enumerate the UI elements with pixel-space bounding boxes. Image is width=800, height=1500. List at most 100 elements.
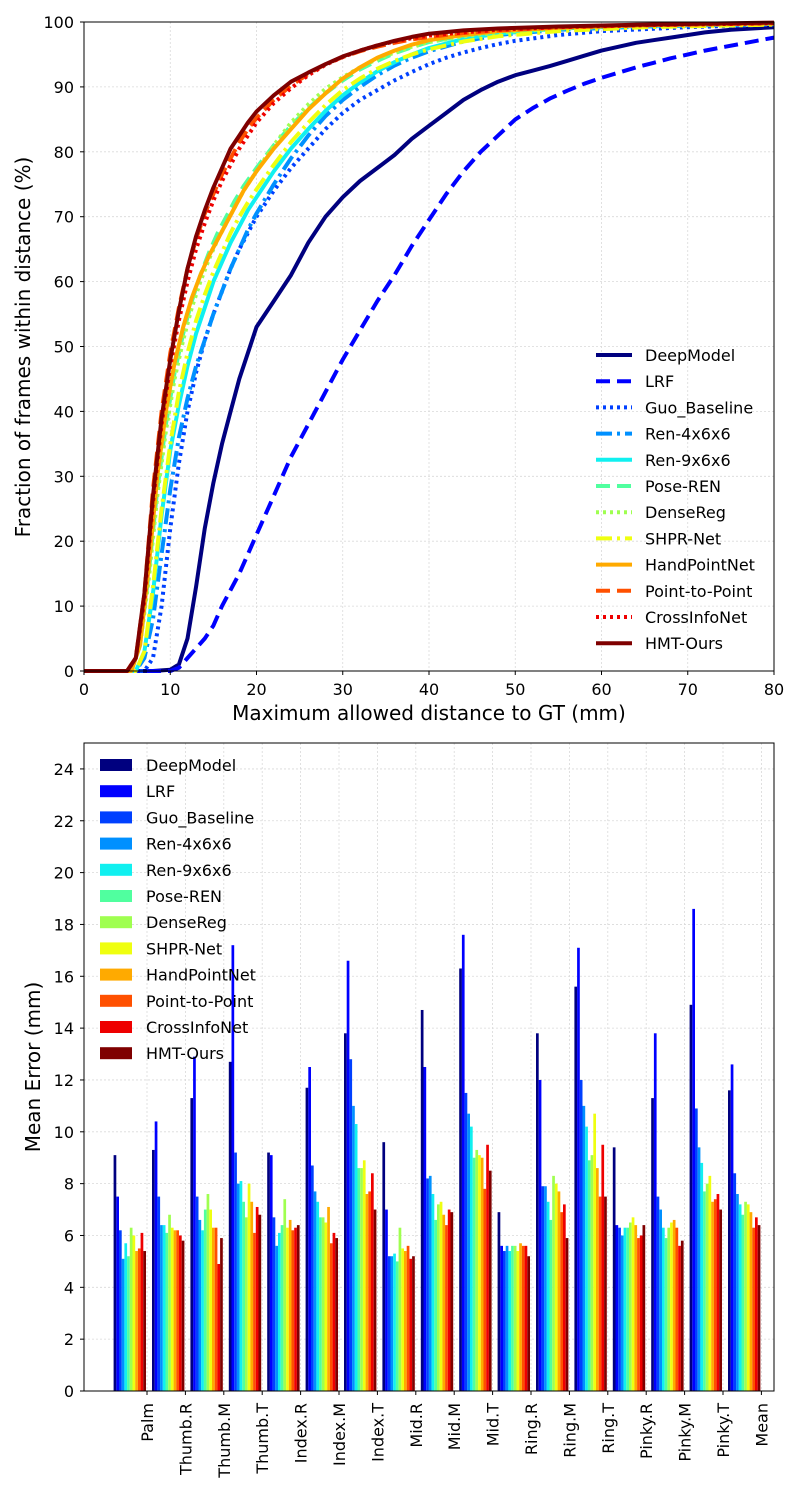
bar-pose-ren-thumb-m [203, 1209, 207, 1391]
bar-shpr-net-thumb-m [209, 1209, 212, 1391]
bar-densereg-mid-r [398, 1227, 402, 1391]
bar-pose-ren-thumb-r [165, 1232, 169, 1391]
bottom-x-tick-label: Thumb.T [253, 1403, 272, 1475]
bar-deepmodel-thumb-m [190, 1098, 194, 1391]
bar-pose-ren-mid-m [434, 1219, 437, 1391]
bottom-y-tick-label: 6 [64, 1226, 74, 1245]
bar-point-to-point-thumb-t [253, 1232, 256, 1391]
top-y-tick-label: 90 [54, 78, 74, 97]
bottom-legend: DeepModel LRF Guo_Baseline Ren-4x6x6 Ren-9x6… [100, 756, 256, 1063]
legend-label-crossinfonet: CrossInfoNet [645, 608, 747, 627]
top-y-tick-label: 80 [54, 143, 74, 162]
bottom-x-tick-label: Ring.R [522, 1403, 541, 1455]
bar-hmt-ours-thumb-r [181, 1240, 185, 1391]
top-x-tick-label: 80 [764, 680, 784, 699]
top-y-tick-label: 50 [54, 338, 74, 357]
bar-lrf-thumb-m [193, 1056, 196, 1391]
legend-label-ren-4x6x6: Ren-4x6x6 [645, 425, 731, 444]
bar-densereg-ring-m [552, 1175, 555, 1391]
bar-handpointnet-index-m [327, 1206, 330, 1391]
bar-densereg-thumb-t [245, 1217, 248, 1391]
bar-handpointnet-mean [749, 1212, 753, 1391]
bar-shpr-net-pinky-t [708, 1175, 712, 1391]
bottom-x-tick-label: Mean [752, 1403, 771, 1447]
bar-densereg-thumb-m [206, 1194, 210, 1391]
bar-shpr-net-index-m [324, 1222, 328, 1391]
bar-ren-4x6x6-ring-t [582, 1105, 586, 1391]
bar-lrf-thumb-r [154, 1121, 158, 1391]
bar-handpointnet-palm [135, 1251, 138, 1391]
top-x-tick-label: 60 [591, 680, 611, 699]
bar-point-to-point-ring-r [521, 1245, 525, 1391]
bar-ren-4x6x6-index-t [352, 1105, 355, 1391]
bottom-x-tick-label: Index.T [368, 1403, 387, 1462]
bar-point-to-point-index-t [368, 1191, 371, 1391]
bottom-y-tick-label: 10 [54, 1123, 74, 1142]
bar-ren-9x6x6-ring-t [585, 1126, 588, 1391]
bar-densereg-ring-r [513, 1245, 517, 1391]
bottom-x-ticks: Palm Thumb.R Thumb.M Thumb.T Index.R Index.M I… [138, 1391, 771, 1479]
bar-pose-ren-thumb-t [242, 1201, 245, 1391]
legend-label-pose-ren: Pose-REN [645, 477, 721, 496]
top-x-tick-label: 40 [419, 680, 439, 699]
bar-guo-baseline-ring-m [541, 1186, 545, 1391]
top-y-tick-label: 30 [54, 467, 74, 486]
bar-ren-9x6x6-ring-r [508, 1251, 512, 1391]
cumulative-error-chart: 0 10 20 30 40 50 60 70 80 0 10 20 30 40 50 60 70 80 90 100… [11, 13, 784, 725]
bar-deepmodel-thumb-r [152, 1149, 155, 1391]
bar-lrf-pinky-r [615, 1225, 619, 1391]
bar-crossinfonet-thumb-t [255, 1206, 259, 1391]
legend-swatch-guo-baseline [100, 811, 132, 824]
bar-deepmodel-ring-r [497, 1212, 501, 1391]
legend-label-handpointnet: HandPointNet [146, 966, 256, 985]
bar-ren-4x6x6-ring-r [505, 1245, 509, 1391]
bar-ren-9x6x6-index-t [354, 1124, 358, 1391]
bar-hmt-ours-pinky-t [719, 1209, 722, 1391]
top-y-ticks: 0 10 20 30 40 50 60 70 80 90 100 [43, 13, 84, 681]
legend-label-ren-4x6x6: Ren-4x6x6 [146, 835, 232, 854]
bar-shpr-net-mid-m [439, 1201, 443, 1391]
bar-pose-ren-ring-r [511, 1245, 514, 1391]
series-line-lrf [84, 35, 775, 673]
bar-lrf-pinky-m [653, 1033, 657, 1391]
legend-swatch-point-to-point [100, 994, 132, 1007]
bar-deepmodel-mid-t [459, 968, 462, 1391]
legend-swatch-pose-ren [100, 890, 132, 902]
bar-crossinfonet-pinky-m [678, 1245, 681, 1391]
bar-hmt-ours-ring-m [565, 1238, 569, 1391]
bar-shpr-net-index-r [286, 1227, 289, 1391]
bar-ren-4x6x6-index-m [313, 1191, 317, 1391]
bar-ren-4x6x6-mid-m [428, 1175, 432, 1391]
bar-pose-ren-mid-r [395, 1261, 399, 1391]
top-y-axis-label: Fraction of frames within distance (%) [11, 157, 35, 538]
bar-ren-9x6x6-pinky-r [623, 1227, 627, 1391]
bar-handpointnet-mid-r [404, 1251, 407, 1391]
bottom-y-tick-label: 16 [54, 967, 74, 986]
legend-swatch-hmt-ours [100, 1047, 132, 1060]
bar-hmt-ours-pinky-r [642, 1225, 646, 1391]
bar-hmt-ours-mid-m [450, 1212, 454, 1391]
bar-guo-baseline-thumb-m [195, 1196, 199, 1391]
bar-shpr-net-ring-r [516, 1251, 520, 1391]
bar-pose-ren-index-r [280, 1225, 284, 1391]
bottom-x-tick-label: Index.M [330, 1403, 349, 1466]
legend-swatch-deepmodel [100, 759, 132, 771]
series-line-shpr-net [84, 22, 775, 673]
bar-ren-4x6x6-thumb-m [198, 1219, 202, 1391]
bar-guo-baseline-pinky-t [695, 1108, 698, 1391]
legend-swatch-ren-4x6x6 [100, 837, 132, 850]
bar-densereg-palm [129, 1227, 133, 1391]
bar-handpointnet-ring-m [557, 1191, 561, 1391]
bar-deepmodel-pinky-t [689, 1004, 693, 1391]
bar-pose-ren-mid-t [472, 1157, 476, 1391]
bar-crossinfonet-ring-t [601, 1144, 605, 1391]
bar-deepmodel-index-t [344, 1033, 347, 1391]
bar-lrf-ring-m [538, 1079, 542, 1391]
bar-point-to-point-pinky-r [637, 1238, 640, 1391]
bar-deepmodel-thumb-t [228, 1061, 232, 1391]
bar-pose-ren-pinky-t [703, 1191, 706, 1391]
bar-crossinfonet-mean [755, 1217, 758, 1391]
bar-densereg-index-r [283, 1199, 287, 1391]
bar-lrf-index-r [269, 1155, 273, 1391]
